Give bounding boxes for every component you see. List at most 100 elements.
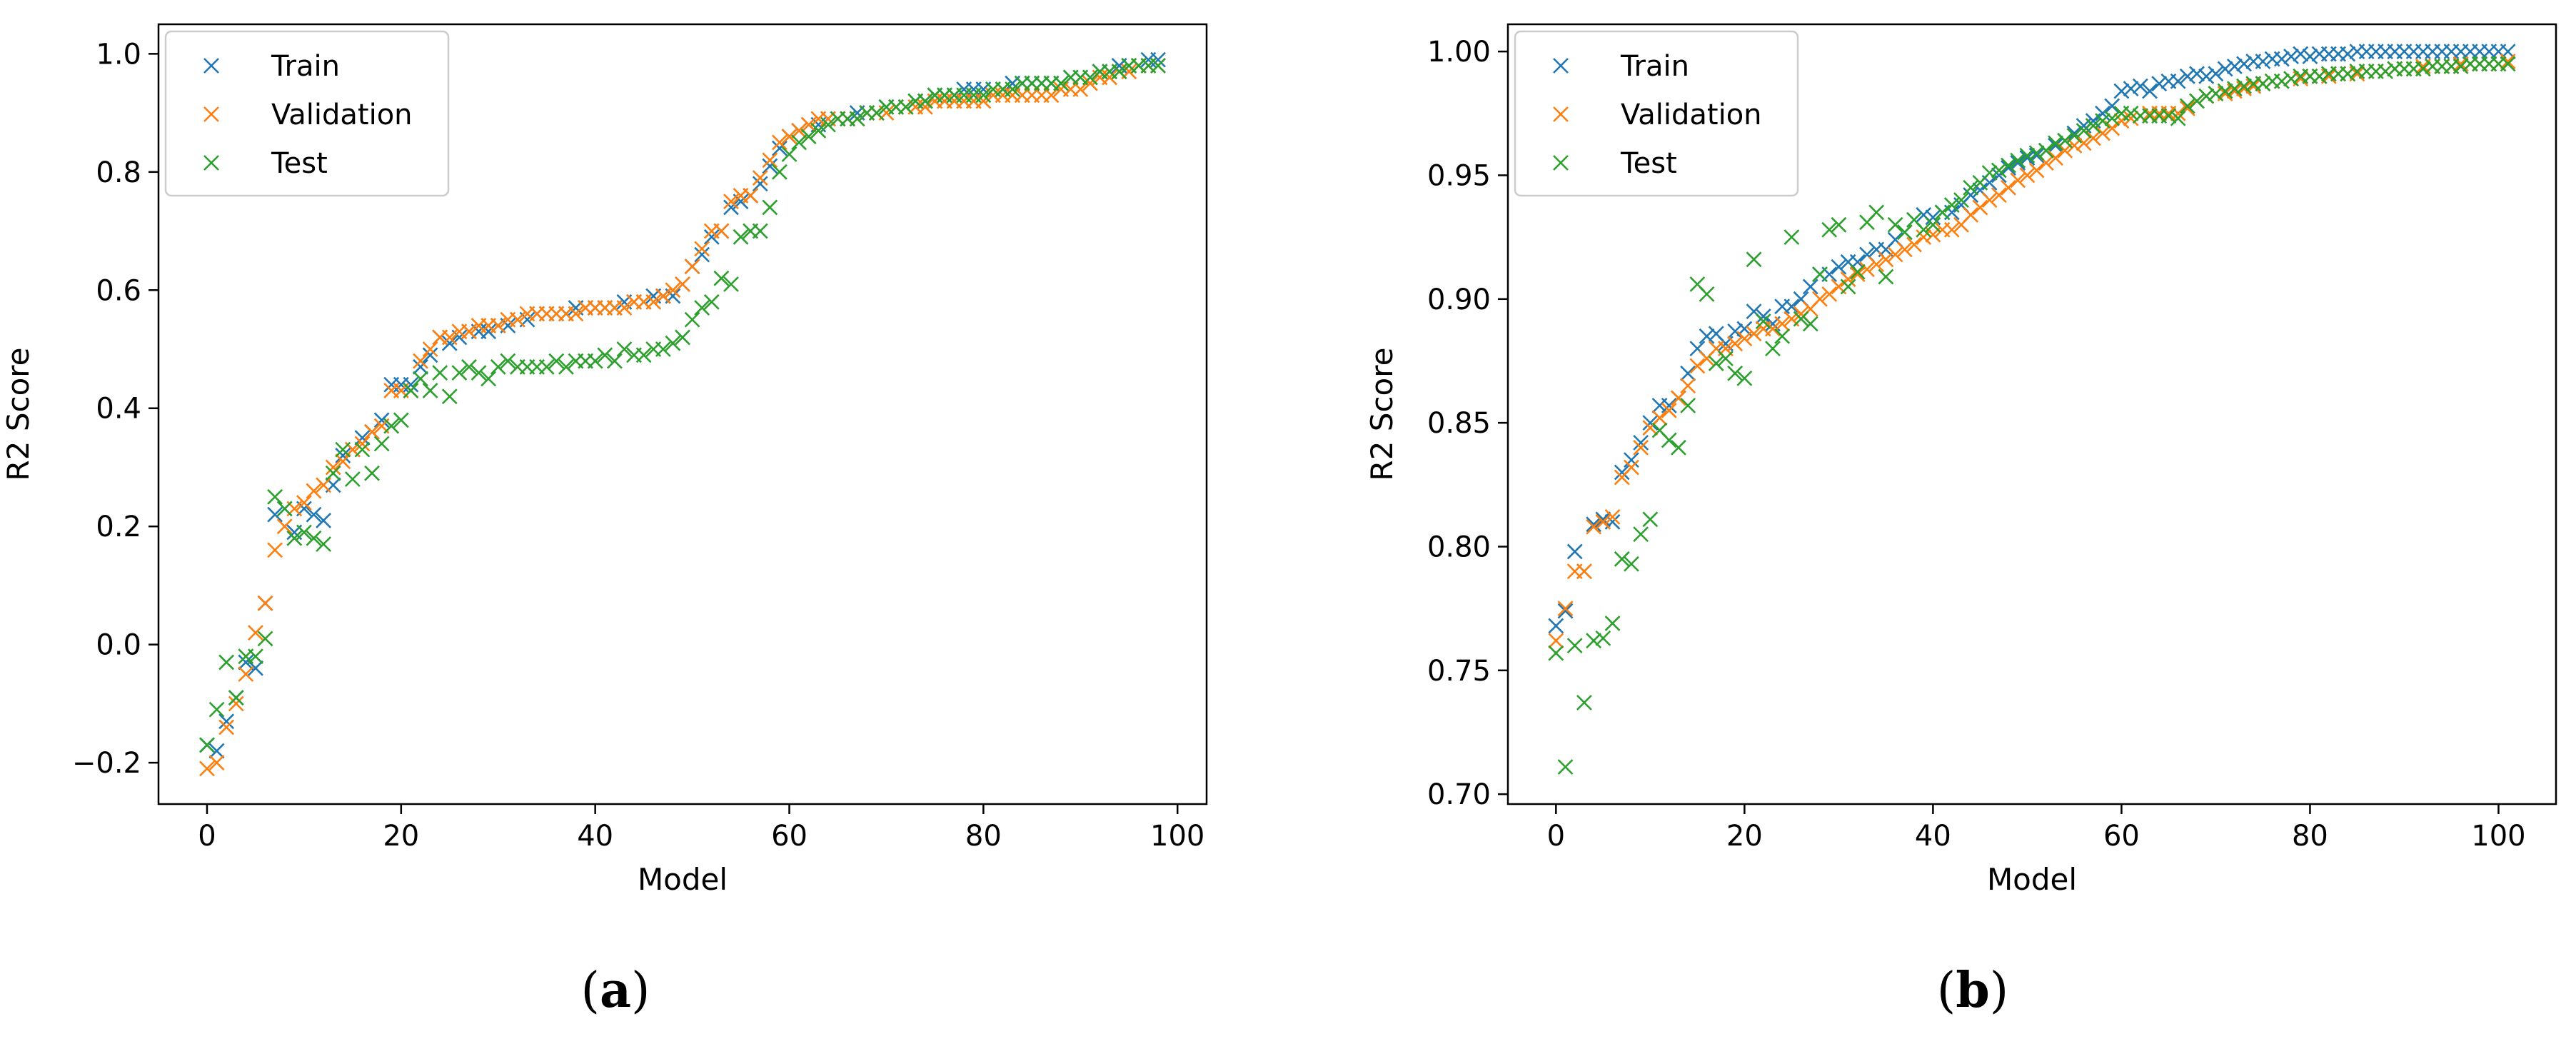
- data-point-test: [354, 441, 371, 458]
- data-point-test: [1755, 313, 1771, 329]
- data-point-test: [286, 530, 303, 546]
- data-point-test: [1708, 356, 1724, 371]
- data-point-train: [2104, 98, 2120, 114]
- data-point-validation: [335, 453, 351, 470]
- data-point-test: [2160, 108, 2177, 124]
- data-point-test: [2340, 66, 2356, 82]
- data-point-test: [2048, 135, 2063, 151]
- data-point-test: [1934, 204, 1951, 221]
- data-point-test: [2226, 81, 2243, 97]
- data-point-validation: [665, 282, 681, 298]
- data-point-test: [1916, 221, 1932, 238]
- data-point-test: [2095, 113, 2110, 129]
- legend-marker-test: [203, 155, 219, 171]
- y-tick-label: 0.4: [96, 393, 141, 426]
- data-point-train: [2293, 46, 2309, 62]
- data-point-test: [2085, 118, 2101, 134]
- data-point-test: [267, 488, 283, 505]
- data-point-train: [703, 229, 720, 245]
- data-point-validation: [2170, 105, 2186, 121]
- data-point-test: [800, 129, 817, 145]
- data-point-test: [2236, 78, 2252, 94]
- data-point-test: [1005, 81, 1021, 97]
- y-tick-label: 0.8: [96, 156, 141, 189]
- data-point-test: [665, 335, 681, 351]
- data-point-test: [257, 631, 273, 647]
- legend-marker-test: [1553, 155, 1569, 171]
- legend: Train Validation Test: [164, 30, 450, 197]
- data-point-train: [1150, 51, 1166, 68]
- data-point-test: [1821, 221, 1838, 238]
- data-point-test: [344, 471, 361, 487]
- markers-layer: [1548, 44, 2516, 775]
- data-point-test: [461, 358, 477, 375]
- legend-label-test: Test: [271, 147, 328, 180]
- data-point-test: [762, 199, 778, 216]
- legend-label-train: Train: [1620, 50, 1689, 83]
- data-point-validation: [743, 187, 759, 204]
- legend-box: [164, 30, 450, 197]
- data-point-validation: [1991, 187, 2007, 204]
- data-point-test: [1925, 216, 1941, 233]
- data-point-validation: [645, 293, 662, 310]
- data-point-test: [1887, 216, 1903, 233]
- data-point-test: [655, 341, 671, 357]
- data-point-test: [2378, 63, 2393, 79]
- data-point-validation: [1821, 286, 1838, 302]
- data-point-test: [1633, 526, 1649, 543]
- data-point-validation: [616, 300, 633, 316]
- data-point-train: [2132, 78, 2148, 94]
- data-point-validation: [917, 99, 933, 115]
- legend-label-test: Test: [1620, 147, 1677, 180]
- data-point-test: [1661, 432, 1677, 448]
- x-axis-label: Model: [1987, 862, 2077, 897]
- data-point-test: [675, 329, 690, 346]
- series-test: [199, 57, 1166, 753]
- x-tick-label: 0: [1547, 820, 1565, 853]
- data-point-train: [2001, 160, 2016, 176]
- data-point-test: [1953, 192, 1969, 209]
- y-tick-label: −0.2: [72, 747, 141, 780]
- data-point-validation: [752, 170, 768, 186]
- data-point-test: [1548, 645, 1564, 661]
- y-tick-label: 0.0: [96, 629, 141, 662]
- data-point-test: [2028, 145, 2045, 161]
- data-point-train: [2198, 68, 2215, 84]
- y-tick-label: 0.85: [1427, 407, 1491, 440]
- data-point-test: [1736, 370, 1753, 386]
- data-point-test: [2415, 61, 2431, 77]
- data-point-validation: [208, 755, 225, 771]
- data-point-test: [917, 93, 933, 109]
- data-point-test: [373, 436, 390, 452]
- plot-frame: [157, 23, 1208, 805]
- data-point-validation: [762, 152, 778, 169]
- data-point-validation: [413, 353, 428, 369]
- data-point-validation: [781, 129, 798, 145]
- data-point-validation: [1072, 81, 1089, 97]
- data-point-train: [2019, 150, 2036, 166]
- data-point-validation: [1586, 518, 1602, 535]
- x-tick-label: 40: [577, 820, 613, 853]
- data-point-validation: [1972, 199, 1988, 216]
- data-point-test: [1671, 439, 1686, 456]
- legend-marker-train: [203, 58, 219, 74]
- data-point-validation: [1916, 229, 1932, 246]
- data-point-train: [694, 246, 710, 263]
- data-point-validation: [675, 276, 690, 292]
- data-point-validation: [1981, 192, 1998, 209]
- data-point-train: [1566, 543, 1583, 560]
- data-point-train: [267, 506, 283, 523]
- data-point-test: [335, 441, 351, 458]
- data-point-test: [820, 116, 836, 133]
- data-point-test: [2189, 93, 2205, 109]
- data-point-validation: [791, 122, 807, 139]
- y-tick-label: 0.80: [1427, 531, 1491, 563]
- data-point-test: [868, 105, 885, 121]
- data-point-train: [1661, 397, 1677, 413]
- data-point-validation: [199, 761, 215, 777]
- data-point-test: [538, 358, 555, 375]
- data-point-test: [1849, 263, 1866, 280]
- markers-layer: [199, 51, 1166, 777]
- data-point-test: [2500, 56, 2516, 72]
- data-point-validation: [1557, 601, 1574, 617]
